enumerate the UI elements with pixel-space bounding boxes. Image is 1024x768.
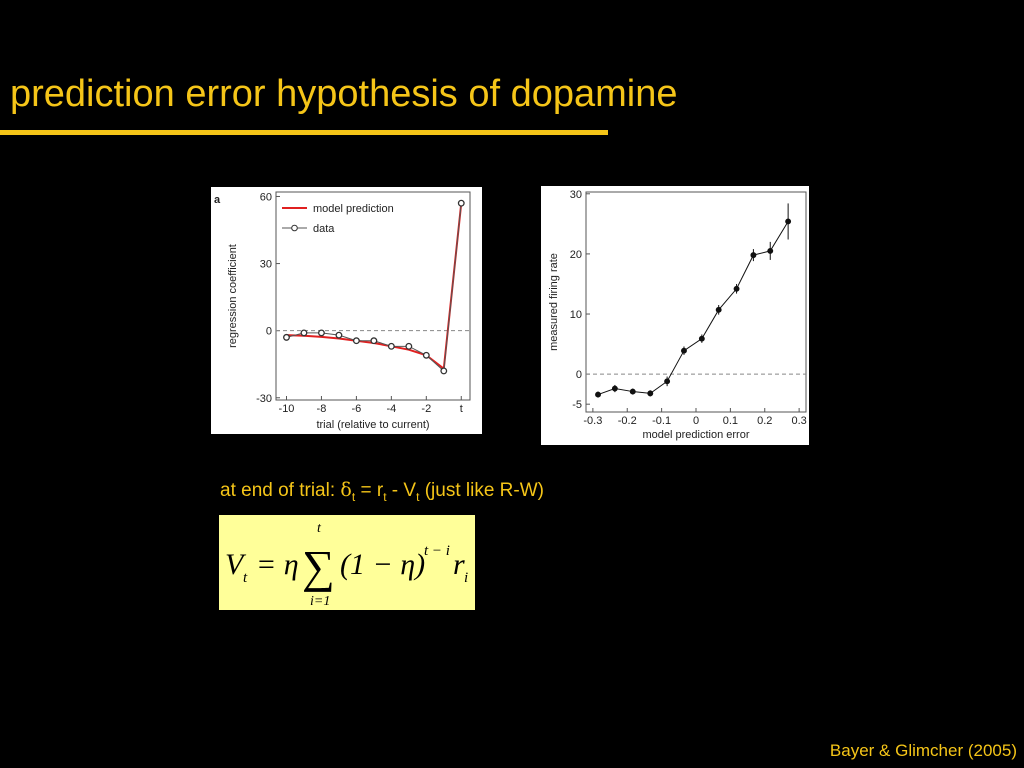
- equation-box: [219, 515, 475, 610]
- citation: Bayer & Glimcher (2005): [830, 741, 1017, 760]
- data-point: [595, 391, 601, 398]
- y-tick-label: 10: [570, 309, 582, 321]
- y-tick-label: 30: [570, 189, 582, 201]
- caption-sub: t: [352, 490, 356, 504]
- caption-text: - V: [387, 480, 417, 501]
- x-axis-label: model prediction error: [643, 429, 750, 441]
- data-point: [440, 367, 448, 375]
- y-axis-label: measured firing rate: [548, 253, 560, 351]
- equation: V t = η ∑ t i=1 (1 − η) t − i r i: [219, 515, 475, 610]
- y-tick-label: 60: [260, 191, 272, 203]
- data-point: [647, 390, 654, 397]
- caption-text: (just like R-W): [419, 480, 544, 501]
- plot-frame: [275, 191, 471, 401]
- data-point: [698, 335, 705, 342]
- data-point: [715, 306, 722, 313]
- eq-sub: t: [243, 570, 248, 586]
- data-point: [629, 388, 636, 395]
- eq-r: r: [453, 548, 465, 581]
- data-point: [733, 285, 740, 292]
- x-tick-label: -8: [317, 403, 327, 415]
- y-tick-label: 0: [266, 326, 272, 338]
- data-point: [387, 342, 395, 350]
- eq-exp: t − i: [424, 543, 450, 559]
- data-point: [664, 378, 671, 385]
- x-axis-label: trial (relative to current): [316, 419, 429, 431]
- x-tick-label: 0.2: [757, 415, 772, 427]
- caption-text: = r: [355, 480, 384, 501]
- data-point: [457, 199, 465, 207]
- legend-marker: [291, 224, 298, 232]
- panel-label: a: [214, 194, 221, 206]
- eq-body: (1 − η): [340, 548, 425, 581]
- slide-title: prediction error hypothesis of dopamine: [10, 73, 678, 115]
- x-tick-label: -4: [386, 403, 396, 415]
- eq-upper: t: [317, 521, 322, 536]
- data-point: [300, 329, 308, 337]
- data-point: [750, 252, 757, 259]
- data-point: [405, 342, 413, 350]
- data-point: [681, 347, 687, 354]
- x-tick-label: t: [460, 403, 463, 415]
- chart-background: [211, 187, 482, 434]
- y-tick-label: -30: [256, 393, 272, 405]
- eq-sum: ∑: [302, 541, 335, 592]
- legend-label: data: [313, 223, 335, 235]
- data-point: [785, 218, 792, 225]
- y-tick-label: 30: [260, 259, 272, 271]
- data-point: [611, 385, 618, 392]
- x-tick-label: 0.1: [723, 415, 738, 427]
- x-tick-label: -10: [279, 403, 295, 415]
- caption-text: δ: [340, 479, 351, 501]
- caption-text: at end of trial:: [220, 480, 340, 501]
- data-point: [283, 333, 290, 341]
- data-point: [767, 247, 774, 254]
- x-tick-label: 0: [693, 415, 699, 427]
- x-tick-label: -0.3: [583, 415, 602, 427]
- data-point: [335, 331, 343, 339]
- y-tick-label: -5: [572, 399, 582, 411]
- caption-sub: t: [416, 490, 420, 504]
- x-tick-label: -2: [421, 403, 431, 415]
- y-tick-label: 20: [570, 249, 582, 261]
- caption-sub: t: [383, 490, 387, 504]
- x-tick-label: 0.3: [791, 415, 806, 427]
- eq-sub: i: [464, 570, 468, 586]
- chart: -5 0 10 20 30 -0.3 -0.2 -0.1 0 0.1 0.2 0.3 model pre…: [541, 186, 809, 445]
- data-point: [422, 351, 430, 359]
- x-tick-label: -6: [352, 403, 362, 415]
- data-point: [352, 337, 360, 345]
- title-underline: [0, 130, 608, 135]
- x-tick-label: -0.1: [652, 415, 671, 427]
- eq-lower: i=1: [310, 594, 330, 609]
- y-axis-label: regression coefficient: [227, 244, 239, 348]
- caption: at end of trial: δt = rt - Vt (just like…: [220, 479, 544, 504]
- y-tick-label: 0: [576, 369, 582, 381]
- chart: -30 0 30 60 -10 -8 -6 -4 -2 t trial (relative to c…: [211, 187, 482, 434]
- eq-lhs: V: [225, 548, 247, 581]
- eq-text: = η: [256, 548, 299, 581]
- data-point: [370, 337, 378, 345]
- data-point: [317, 329, 325, 337]
- legend-label: model prediction: [313, 203, 394, 215]
- x-tick-label: -0.2: [618, 415, 637, 427]
